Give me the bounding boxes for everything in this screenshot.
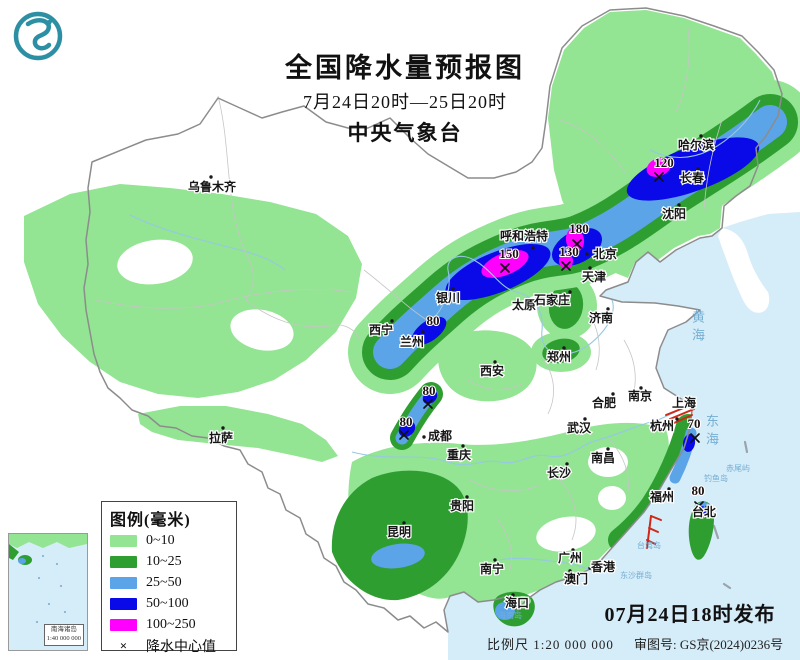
- precip-center-values: 150 180 130 120 80 80 80 70 80: [399, 154, 706, 499]
- legend-swatch-25-50: [110, 576, 137, 589]
- legend-swatch-50-100: [110, 597, 137, 610]
- map-agency: 中央气象台: [347, 121, 463, 145]
- sea-label-yellow-sea: 黄海: [690, 310, 705, 346]
- precip-value: 130: [559, 244, 579, 259]
- legend-title: 图例(毫米): [110, 512, 191, 529]
- city-label-shijiazhuang: 石家庄: [533, 292, 570, 307]
- rivers: [129, 99, 761, 571]
- legend-label: 25~50: [146, 574, 182, 590]
- city-label-hefei: 合肥: [592, 395, 616, 410]
- city-label-nanning: 南宁: [480, 561, 504, 576]
- city-label-lanzhou: 兰州: [400, 334, 424, 349]
- sea-label-dongsha: 东沙群岛: [620, 570, 652, 580]
- korea-peninsula: [718, 228, 770, 313]
- legend-swatch-0-10: [110, 534, 137, 547]
- legend-swatch-100-250: [110, 618, 137, 631]
- sea-label-hainandao: 海南岛: [498, 610, 522, 620]
- approval-number: 审图号: GS京(2024)0236号: [634, 637, 784, 652]
- precip-value: 80: [427, 313, 440, 328]
- city-label-guangzhou: 广州: [558, 550, 582, 565]
- inset-label: 南海诸岛 1:40 000 000: [43, 624, 84, 646]
- city-label-beijing: 北京: [593, 246, 617, 261]
- precip-value: 120: [654, 155, 674, 170]
- city-label-xining: 西宁: [369, 322, 393, 337]
- sea-label-chiweiyu: 赤尾屿: [726, 464, 750, 473]
- city-label-zhengzhou: 郑州: [547, 349, 571, 364]
- city-label-yinchuan: 银川: [436, 290, 460, 305]
- map-title-block: 全国降水量预报图 7月24日20时—25日20时 中央气象台: [240, 46, 570, 147]
- city-label-shenyang: 沈阳: [662, 206, 686, 221]
- coastal-band-core: [669, 427, 697, 484]
- legend-label: 0~10: [146, 532, 175, 548]
- release-time: 07月24日18时发布: [604, 604, 776, 626]
- city-label-guiyang: 贵阳: [450, 498, 474, 513]
- china-border: [83, 7, 783, 633]
- city-label-nanjing: 南京: [628, 388, 652, 403]
- legend-swatch-10-25: [110, 555, 137, 568]
- precip-region-10-25: [331, 283, 584, 601]
- legend-center-label: 降水中心值: [146, 639, 216, 655]
- cma-logo: [10, 8, 66, 64]
- sea-label-taiwandao: 台湾岛: [637, 540, 661, 550]
- precip-value: 180: [569, 221, 589, 236]
- city-label-chengdu: 成都: [428, 428, 452, 443]
- map-period: 7月24日20时—25日20时: [303, 92, 507, 112]
- city-label-taipei: 台北: [692, 504, 716, 519]
- hainan-island: [493, 591, 535, 627]
- city-label-kunming: 昆明: [387, 525, 411, 539]
- island-labels: 台湾岛 东沙群岛 钓鱼岛 赤尾屿 海南岛: [498, 464, 750, 620]
- city-label-hangzhou: 杭州: [650, 418, 674, 433]
- city-label-wuhan: 武汉: [567, 420, 592, 435]
- city-label-hohhot: 呼和浩特: [500, 228, 548, 243]
- city-label-hongkong: 香港: [590, 559, 616, 574]
- typhoon-track-marks: [646, 402, 697, 549]
- city-label-changsha: 长沙: [547, 465, 571, 480]
- precip-value: 80: [423, 383, 436, 398]
- city-label-harbin: 哈尔滨: [678, 137, 714, 152]
- inset-scale: 1:40 000 000: [46, 635, 81, 643]
- map-title: 全国降水量预报图: [285, 53, 525, 83]
- city-label-lhasa: 拉萨: [209, 430, 233, 445]
- legend: 图例(毫米) 0~10 10~25 25~50 50~100 100~250 ×…: [101, 501, 237, 655]
- city-label-jinan: 济南: [589, 310, 613, 325]
- map-scale: 比例尺 1:20 000 000: [487, 637, 614, 652]
- city-label-haikou: 海口: [505, 595, 529, 610]
- legend-center-symbol: ×: [119, 637, 128, 653]
- city-label-fuzhou: 福州: [649, 489, 674, 504]
- city-label-urumqi: 乌鲁木齐: [188, 179, 237, 194]
- city-label-shanghai: 上海: [672, 395, 696, 410]
- precip-value: 150: [499, 246, 519, 261]
- precip-value: 80: [400, 414, 413, 429]
- inset-title: 南海诸岛: [50, 626, 77, 634]
- sea-label-diaoyudao: 钓鱼岛: [704, 473, 728, 483]
- precip-value: 70: [688, 416, 701, 431]
- sea: [444, 212, 800, 660]
- city-label-chongqing: 重庆: [447, 447, 471, 462]
- legend-label: 10~25: [146, 553, 182, 569]
- sea-label-east-china-sea: 东海: [704, 414, 719, 450]
- city-label-taiyuan: 太原: [512, 297, 536, 312]
- city-labels: 乌鲁木齐 拉萨 西宁 兰州 银川 呼和浩特 太原 石家庄 北京 天津 济南 郑州…: [187, 134, 717, 611]
- legend-label: 50~100: [146, 595, 189, 611]
- city-label-changchun: 长春: [680, 170, 705, 185]
- city-label-xian: 西安: [480, 363, 504, 378]
- legend-label: 100~250: [146, 616, 196, 632]
- city-label-nanchang: 南昌: [591, 450, 615, 465]
- province-boundaries: [95, 27, 723, 571]
- south-china-sea-inset: 南海诸岛 1:40 000 000: [8, 533, 88, 651]
- precip-center-markers: [399, 172, 704, 511]
- city-label-tianjin: 天津: [582, 269, 606, 284]
- city-label-macau: 澳门: [564, 571, 588, 586]
- precip-value: 80: [692, 483, 705, 498]
